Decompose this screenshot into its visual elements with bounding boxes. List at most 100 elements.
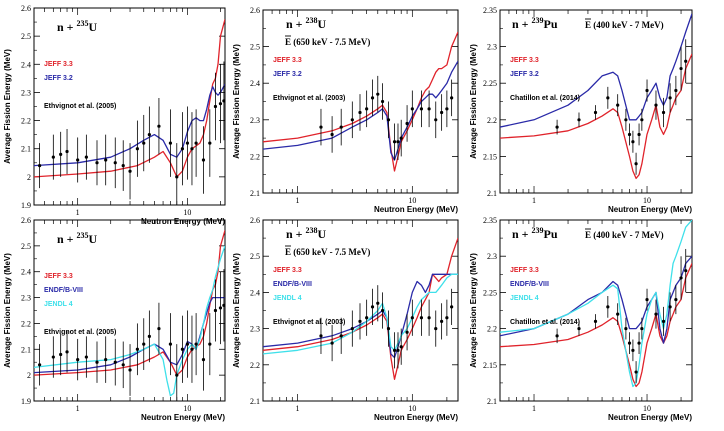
- legend-entry: Ethvignot et al. (2003): [273, 95, 345, 102]
- exp-point: [661, 110, 666, 115]
- exp-point: [593, 110, 598, 115]
- exp-point: [194, 141, 198, 145]
- x-axis-title: Neutron Energy (MeV): [374, 205, 458, 214]
- exp-point: [38, 164, 42, 168]
- y-tick-label: 2.6: [250, 216, 260, 225]
- legend-entry: JENDL 4: [510, 295, 539, 302]
- exp-point: [445, 107, 449, 111]
- data-area: [263, 31, 458, 172]
- exp-point: [640, 118, 644, 122]
- exp-point: [222, 99, 225, 103]
- exp-point: [396, 348, 400, 352]
- exp-point: [147, 334, 151, 338]
- exp-point: [674, 88, 678, 93]
- exp-point: [577, 118, 581, 122]
- exp-point: [180, 147, 184, 151]
- y-tick-label: 2.6: [250, 6, 260, 15]
- legend-entry: JEFF 3.3: [273, 267, 302, 274]
- data-area: [263, 237, 458, 380]
- exp-point: [128, 368, 132, 372]
- legend-entry: JEFF 3.3: [44, 273, 73, 280]
- exp-point: [555, 334, 559, 338]
- exp-point: [392, 348, 397, 352]
- exp-point: [668, 305, 672, 309]
- exp-point: [51, 355, 55, 359]
- y-tick-label: 2.1: [487, 397, 497, 406]
- exp-point: [175, 373, 179, 377]
- exp-point: [84, 155, 88, 159]
- y-tick-label: 2.35: [483, 6, 497, 15]
- exp-point: [190, 347, 194, 351]
- legend-entry: Chatillon et al. (2014): [510, 95, 580, 102]
- exp-point: [450, 96, 454, 100]
- legend-entry: JEFF 3.2: [44, 75, 73, 82]
- y-tick-label: 2.25: [483, 79, 497, 88]
- x-axis-title: Neutron Energy (MeV): [608, 205, 692, 214]
- exp-point: [350, 327, 354, 331]
- y-tick-label: 2.3: [250, 116, 260, 125]
- y-tick-label: 2.4: [21, 60, 31, 69]
- series-line-jendl-4: [500, 220, 692, 388]
- exp-point: [386, 118, 391, 122]
- y-tick-label: 2.4: [250, 79, 260, 88]
- legend-entry: Ethvignot et al. (2003): [273, 319, 345, 326]
- legend-entry: JEFF 3.3: [273, 57, 302, 64]
- exp-point: [399, 136, 403, 140]
- legend-entry: ENDF/B-VIII: [273, 281, 312, 288]
- exp-point: [168, 141, 173, 145]
- exp-point: [405, 330, 409, 334]
- x-tick-label: 1: [76, 404, 80, 413]
- x-tick-label: 10: [408, 196, 416, 205]
- exp-point: [405, 121, 409, 126]
- exp-point: [427, 316, 431, 320]
- exp-point: [624, 118, 628, 122]
- y-tick-label: 2.6: [21, 4, 31, 13]
- y-axis-title: Average Fission Energy (MeV): [3, 253, 12, 368]
- exp-point: [222, 303, 225, 307]
- x-tick-label: 1: [532, 404, 536, 413]
- exp-point: [59, 152, 63, 156]
- exp-point: [65, 350, 69, 354]
- exp-point: [95, 161, 99, 165]
- panel-title: n + 235U: [57, 231, 98, 246]
- y-axis-title: Average Fission Energy (MeV): [232, 253, 241, 368]
- exp-point: [113, 360, 117, 364]
- exp-point: [135, 147, 139, 151]
- exp-point: [190, 147, 194, 151]
- exp-point: [376, 301, 380, 305]
- exp-point: [157, 327, 161, 331]
- y-tick-label: 2.5: [21, 242, 31, 251]
- exp-point: [135, 347, 139, 351]
- exp-point: [128, 169, 132, 173]
- y-tick-label: 2.25: [483, 288, 497, 297]
- exp-point: [419, 107, 424, 111]
- y-tick-label: 2.1: [21, 145, 31, 154]
- y-tick-label: 2: [27, 173, 31, 182]
- exp-point: [76, 358, 80, 362]
- y-tick-label: 2.3: [21, 88, 31, 97]
- exp-point: [616, 103, 620, 107]
- legend-entry: JEFF 3.3: [510, 267, 539, 274]
- exp-point: [450, 305, 454, 309]
- y-tick-label: 2.15: [483, 152, 497, 161]
- exp-point: [168, 342, 173, 346]
- exp-point: [593, 319, 598, 323]
- exp-point: [113, 161, 117, 165]
- exp-point: [121, 363, 125, 367]
- exp-point: [142, 342, 146, 346]
- exp-point: [654, 312, 658, 316]
- exp-point: [640, 327, 644, 331]
- series-line-jeff-3-2: [34, 83, 225, 167]
- y-tick-label: 2.1: [250, 397, 260, 406]
- exp-point: [399, 345, 403, 349]
- y-tick-label: 2.3: [487, 43, 497, 52]
- exp-point: [339, 125, 343, 129]
- y-tick-label: 2.2: [21, 117, 31, 126]
- exp-point: [157, 124, 161, 128]
- exp-point: [645, 88, 649, 93]
- exp-point: [76, 158, 80, 162]
